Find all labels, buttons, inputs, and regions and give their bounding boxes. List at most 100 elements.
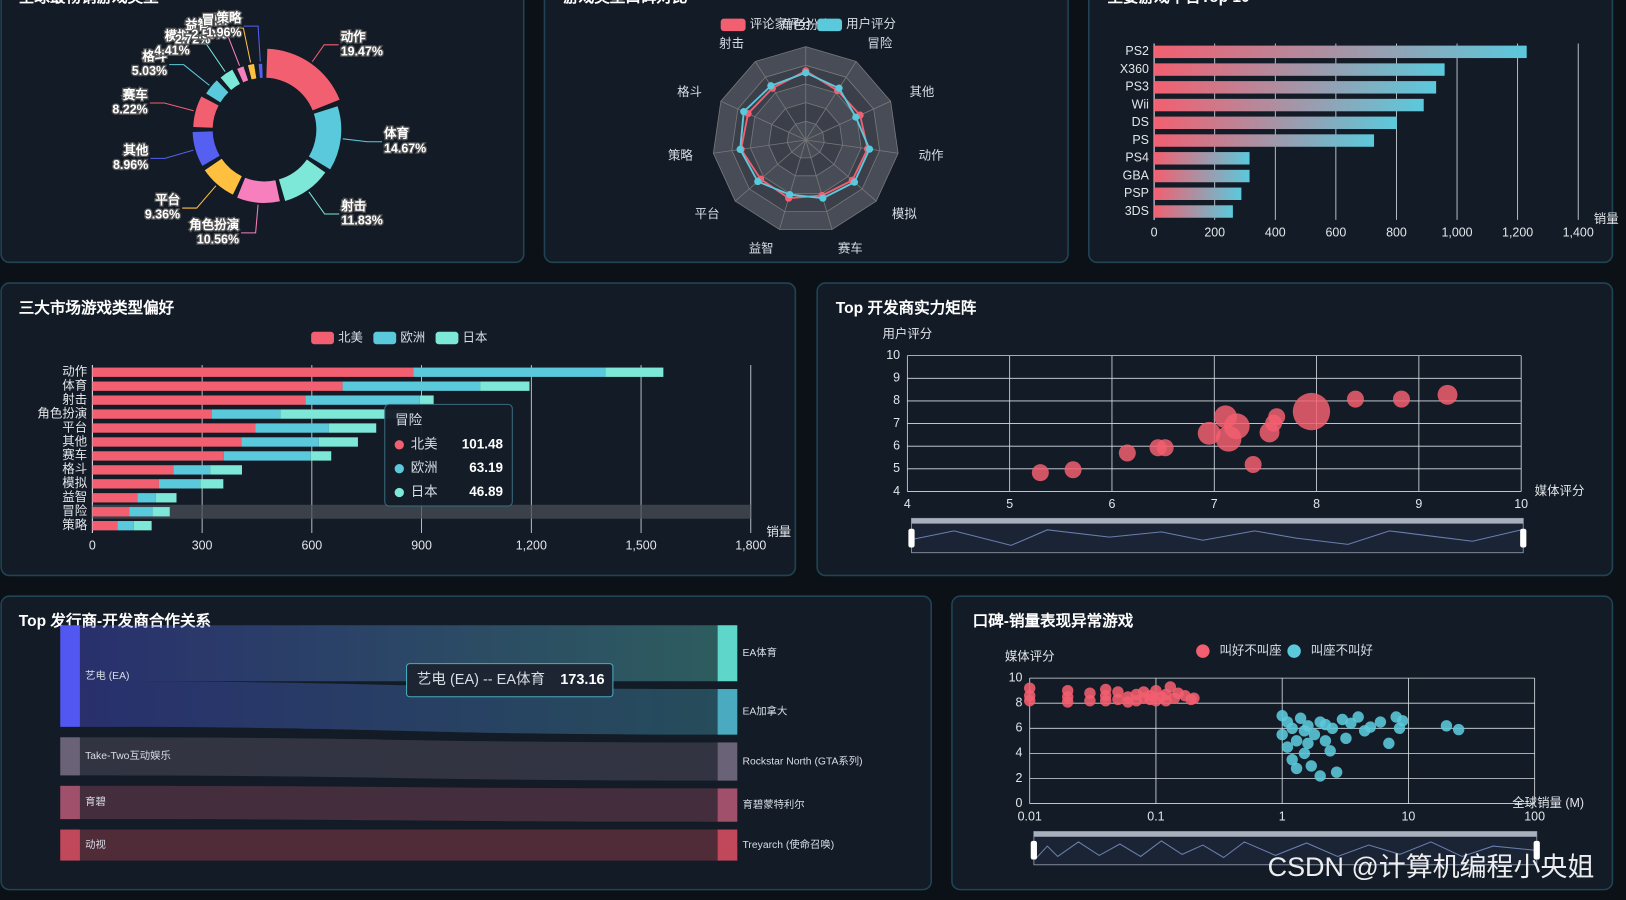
bubble [1437, 384, 1458, 405]
y-tick-label: 冒险 [62, 503, 87, 518]
scatter-point [1324, 745, 1336, 757]
slider-handle[interactable] [1533, 840, 1540, 860]
leader-line [182, 185, 217, 209]
scatter-point [1396, 715, 1409, 727]
slider-handle[interactable] [1520, 528, 1527, 548]
y-tick-label: 5 [893, 461, 900, 475]
x-tick-label: 1,800 [735, 539, 766, 553]
leader-line [149, 102, 194, 112]
zoom-slider[interactable] [1030, 831, 1540, 866]
bar [1154, 169, 1250, 183]
x-tick-label: 4 [904, 497, 911, 511]
bubble [1268, 408, 1286, 426]
y-tick-label: 策略 [62, 517, 87, 532]
radar-indicator: 赛车 [838, 241, 863, 256]
bar-segment [158, 479, 201, 489]
scatter-point [1352, 711, 1364, 723]
radar-point [736, 145, 744, 154]
x-tick-label: 200 [1204, 226, 1225, 240]
slice-value: 2.72% [175, 33, 210, 47]
bar-segment [200, 479, 224, 489]
slice-value: 5.03% [132, 64, 167, 78]
node-label: Take-Two互动娱乐 [85, 749, 171, 762]
y-tick-label: DS [1132, 115, 1149, 129]
bar [1154, 81, 1437, 94]
y-tick-label: PS [1132, 133, 1149, 147]
legend-swatch [373, 331, 397, 345]
slice-label: 平台 [155, 192, 180, 207]
pie-slice [237, 177, 280, 203]
scatter-point [1308, 728, 1321, 741]
tooltip-dot [394, 487, 404, 498]
scatter-point [1440, 720, 1453, 732]
radar-indicator: 射击 [719, 35, 744, 50]
scatter-point [1319, 735, 1332, 747]
hover-band [92, 504, 751, 519]
tooltip-series: 欧洲 [411, 460, 438, 475]
bar-segment [318, 437, 358, 447]
pie-slice [220, 69, 240, 90]
scatter-point [1122, 696, 1134, 708]
slider-preview [1035, 840, 1535, 859]
tooltip [406, 663, 614, 698]
x-tick-label: 1,200 [1502, 226, 1533, 240]
y-tick-label: 模拟 [62, 476, 87, 490]
bar-segment [92, 451, 224, 461]
sankey-link [79, 625, 718, 682]
x-tick-label: 5 [1006, 497, 1013, 511]
scatter-point [1100, 694, 1112, 707]
bar-segment [280, 409, 410, 419]
bubble [1292, 392, 1331, 431]
node-label: EA体育 [742, 646, 777, 659]
slider-handle[interactable] [1030, 840, 1037, 860]
bubble [1118, 444, 1136, 462]
legend-marker [1196, 644, 1210, 658]
radar-indicator: 策略 [668, 147, 693, 162]
slice-value: 19.47% [341, 44, 383, 58]
slider-handle[interactable] [908, 528, 915, 548]
tooltip-series: 日本 [411, 484, 438, 499]
radar-point [802, 69, 810, 77]
sankey-node [717, 689, 738, 735]
chart-title: Top 开发商实力矩阵 [836, 298, 977, 317]
bar-segment [92, 395, 306, 405]
bar-segment [92, 367, 414, 377]
sankey-link [79, 681, 718, 735]
legend-marker [1287, 644, 1301, 658]
slice-label: 体育 [384, 126, 409, 141]
bar [1154, 152, 1250, 165]
radar-indicator: 益智 [749, 241, 774, 256]
leader-line [150, 149, 194, 159]
bar-segment [92, 507, 130, 517]
scatter-point [1319, 718, 1332, 731]
bar-segment [255, 423, 329, 433]
radar-spoke [805, 100, 891, 141]
x-axis-label: 销量 [766, 525, 791, 539]
slice-value: 11.83% [341, 214, 383, 228]
slice-label: 赛车 [122, 87, 148, 102]
sankey-node [717, 788, 738, 822]
bar-segment [328, 423, 377, 433]
x-axis-label: 媒体评分 [1535, 484, 1585, 498]
legend-label: 叫座不叫好 [1311, 642, 1373, 657]
scatter-point [1188, 692, 1200, 704]
pie-slice [308, 106, 342, 170]
radar-point [835, 84, 843, 92]
slice-label: 动作 [341, 29, 366, 44]
chart-title: 主要游戏平台Top 10 [1107, 0, 1250, 6]
zoom-slider[interactable] [908, 517, 1527, 554]
x-tick-label: 1,500 [625, 539, 656, 553]
legend-swatch [435, 331, 459, 345]
slice-label: 其他 [123, 142, 148, 157]
bar-segment [210, 465, 242, 475]
slice-value: 8.22% [112, 103, 147, 117]
radar-point [754, 177, 762, 186]
scatter-point [1298, 747, 1311, 760]
bubble [1346, 390, 1364, 408]
pie-slice [237, 66, 249, 83]
x-tick-label: 100 [1524, 809, 1545, 823]
scatter-point [1062, 696, 1074, 708]
pie-slice [247, 63, 257, 80]
y-tick-label: 7 [893, 416, 900, 430]
tooltip [384, 403, 513, 507]
